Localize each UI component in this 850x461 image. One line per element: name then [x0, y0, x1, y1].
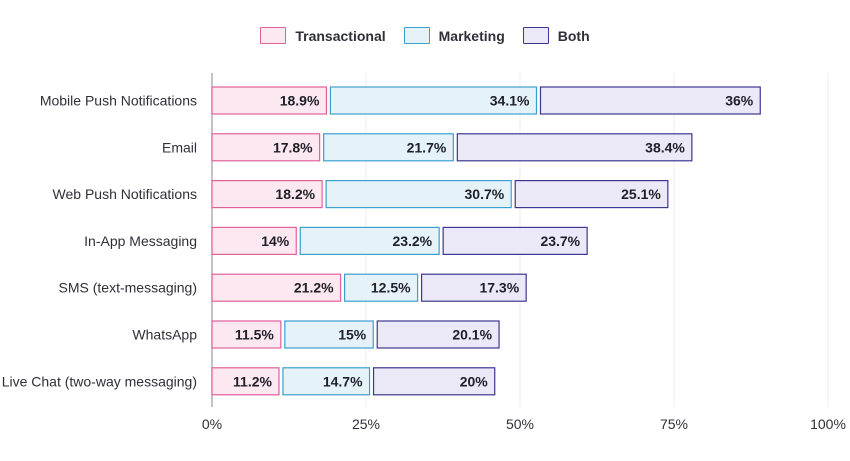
legend: Transactional Marketing Both — [0, 27, 850, 44]
category-label: Email — [162, 139, 197, 155]
x-tick-label: 0% — [202, 416, 222, 432]
data-label: 21.2% — [294, 280, 334, 296]
bar-segment — [323, 133, 454, 162]
x-tick-label: 25% — [352, 416, 380, 432]
category-label: WhatsApp — [132, 327, 197, 343]
data-label: 14.7% — [323, 373, 363, 389]
bar-segment — [329, 86, 538, 115]
bar-segment — [372, 367, 496, 396]
category-label: In-App Messaging — [84, 233, 197, 249]
legend-label-transactional: Transactional — [295, 27, 386, 44]
bar-segment — [282, 367, 371, 396]
x-tick-label: 50% — [506, 416, 534, 432]
bar-segment — [299, 226, 440, 255]
data-label: 11.5% — [235, 327, 274, 343]
legend-swatch-both — [522, 27, 549, 44]
legend-item-transactional[interactable]: Transactional — [260, 27, 386, 44]
category-label: Mobile Push Notifications — [40, 93, 197, 109]
data-label: 20% — [460, 373, 489, 389]
data-label: 25.1% — [621, 186, 661, 202]
bar-segment — [211, 367, 280, 396]
data-label: 30.7% — [465, 186, 505, 202]
legend-swatch-transactional — [260, 27, 287, 44]
data-label: 17.3% — [479, 280, 519, 296]
category-label: Live Chat (two-way messaging) — [2, 373, 197, 389]
bar-segment — [211, 133, 321, 162]
x-tick-label: 100% — [810, 416, 846, 432]
bar-segment — [376, 320, 500, 349]
category-label: Web Push Notifications — [53, 186, 197, 202]
bar-segment — [211, 226, 297, 255]
bar-segment — [456, 133, 693, 162]
data-label: 36% — [725, 93, 754, 109]
bar-segment — [442, 226, 588, 255]
data-label: 21.7% — [407, 139, 447, 155]
bar-segment — [211, 86, 328, 115]
data-label: 15% — [338, 327, 367, 343]
legend-label-both: Both — [557, 27, 590, 44]
data-label: 18.2% — [275, 186, 315, 202]
bar-segment — [539, 86, 761, 115]
data-label: 14% — [261, 233, 290, 249]
bar-segment — [325, 180, 512, 209]
data-label: 18.9% — [280, 93, 320, 109]
legend-item-both[interactable]: Both — [522, 27, 590, 44]
legend-label-marketing: Marketing — [438, 27, 505, 44]
data-label: 38.4% — [645, 139, 685, 155]
category-label: SMS (text-messaging) — [59, 280, 197, 296]
data-label: 23.2% — [392, 233, 432, 249]
bar-segment — [211, 320, 282, 349]
bar-segment — [211, 273, 342, 302]
data-label: 20.1% — [452, 327, 492, 343]
data-label: 23.7% — [540, 233, 580, 249]
x-tick-label: 75% — [660, 416, 688, 432]
bar-segment — [284, 320, 374, 349]
legend-swatch-marketing — [403, 27, 430, 44]
data-label: 34.1% — [490, 93, 530, 109]
bar-segment — [514, 180, 669, 209]
data-label: 12.5% — [371, 280, 411, 296]
bar-segment — [420, 273, 527, 302]
legend-item-marketing[interactable]: Marketing — [403, 27, 505, 44]
bar-segment — [343, 273, 419, 302]
data-label: 17.8% — [273, 139, 313, 155]
bar-segment — [211, 180, 323, 209]
data-label: 11.2% — [233, 373, 272, 389]
